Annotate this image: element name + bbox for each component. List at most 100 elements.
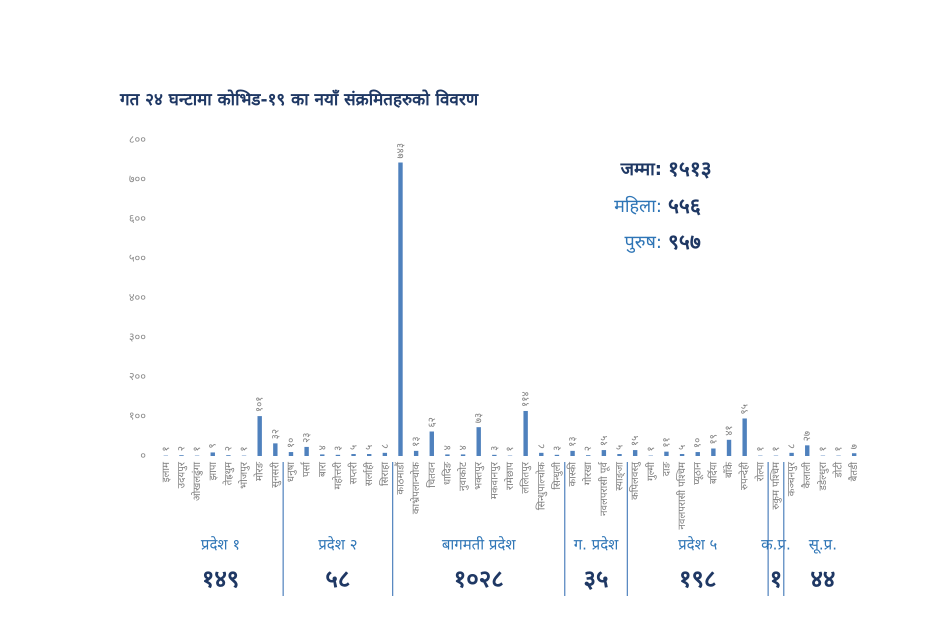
- value-label: १: [818, 446, 829, 451]
- bar: [805, 445, 810, 456]
- value-label: २: [223, 446, 234, 451]
- y-tick-label: ३००: [129, 331, 146, 344]
- value-label: १५: [630, 436, 641, 446]
- group-total: १: [770, 565, 782, 593]
- value-label: ५: [349, 445, 360, 450]
- bar: [742, 418, 747, 456]
- value-label: ५: [677, 445, 688, 450]
- x-tick-label: धनुषा: [286, 462, 297, 482]
- x-tick-label: रोल्पा: [754, 462, 766, 482]
- x-tick-label: सुनसरी: [269, 462, 281, 488]
- x-tick-label: स्याङ्जा: [615, 462, 626, 491]
- group-total: ५८: [325, 565, 350, 593]
- x-tick-label: सर्लाही: [363, 462, 375, 486]
- bar: [460, 454, 466, 456]
- value-label: १९: [708, 434, 719, 444]
- x-tick-label: नुवाकोट: [457, 461, 469, 491]
- group-name: बागमती प्रदेश: [442, 536, 517, 554]
- x-tick-label: भोजपुर: [238, 461, 250, 489]
- x-tick-label: सिराहा: [379, 462, 391, 486]
- bar: [789, 452, 794, 456]
- x-tick-label: रामेछाप: [504, 462, 516, 490]
- x-tick-label: सिन्धुली: [551, 462, 563, 490]
- bar: [476, 427, 481, 456]
- bar: [335, 454, 341, 456]
- bar: [210, 452, 215, 456]
- value-label: ४१: [724, 425, 735, 435]
- group-total: ४४: [810, 565, 835, 593]
- y-tick-label: ४००: [129, 291, 146, 304]
- bar: [664, 451, 669, 456]
- x-tick-label: काठमाडौं: [394, 462, 406, 495]
- value-label: ५: [615, 445, 626, 450]
- bar: [429, 431, 434, 456]
- value-label: ७३: [474, 413, 485, 423]
- x-tick-label: तेह्रथुम: [222, 461, 234, 485]
- group-total: १४९: [202, 565, 239, 593]
- group-name: प्रदेश २: [318, 536, 357, 554]
- x-tick-label: महोत्तरी: [332, 462, 344, 490]
- bar: [554, 454, 560, 456]
- x-tick-label: सप्तरी: [348, 462, 360, 485]
- x-tick-label: बैतडी: [848, 462, 860, 482]
- value-label: ९: [208, 443, 219, 448]
- value-label: १: [192, 446, 203, 451]
- value-label: ८: [380, 444, 391, 449]
- bar: [601, 450, 607, 456]
- bar: [445, 454, 450, 456]
- x-tick-label: दाङ: [661, 461, 672, 476]
- x-tick-label: ललितपुर: [520, 461, 532, 494]
- value-label: १: [239, 446, 250, 451]
- value-label: ११४: [521, 391, 532, 407]
- bar: [413, 450, 419, 456]
- summary-value: १५१३: [668, 157, 712, 181]
- bar: [398, 162, 403, 456]
- group-total: ३५: [584, 565, 609, 593]
- value-label: १३: [411, 436, 422, 446]
- y-tick-label: ५००: [129, 252, 146, 265]
- value-label: ११: [661, 437, 672, 447]
- bar: [179, 455, 184, 456]
- value-label: १५: [599, 436, 610, 446]
- bar: [586, 455, 591, 456]
- bar: [539, 452, 544, 456]
- summary-value: ५५६: [668, 194, 701, 218]
- value-label: १: [834, 446, 845, 451]
- x-tick-label: ओखलढुंगा: [191, 462, 203, 501]
- x-tick-label: झापा: [208, 462, 219, 481]
- x-tick-label: काभ्रेपलान्चोक: [410, 462, 422, 514]
- group-name: क.प्र.: [761, 536, 791, 554]
- value-label: ७: [849, 444, 860, 449]
- x-tick-label: भक्तपुर: [474, 461, 485, 490]
- value-label: १: [505, 446, 516, 451]
- x-tick-label: बारा: [317, 462, 328, 477]
- value-label: २३: [302, 433, 313, 443]
- x-tick-label: नवलपरासी पूर्व: [598, 461, 610, 516]
- bar: [617, 454, 622, 456]
- bar: [570, 450, 575, 456]
- y-tick-label: ६००: [129, 212, 146, 225]
- bar: [726, 439, 732, 456]
- value-label: २: [176, 446, 187, 451]
- value-label: १: [161, 446, 172, 451]
- bar: [492, 454, 497, 456]
- value-label: ८: [536, 444, 547, 449]
- x-tick-label: गुल्मी: [645, 462, 657, 481]
- bar: [695, 452, 700, 456]
- x-tick-label: रुकुम पश्चिम: [770, 461, 782, 510]
- x-tick-label: नवलपरासी पश्चिम: [676, 461, 688, 530]
- x-tick-label: चितवन: [426, 462, 438, 488]
- y-tick-label: ०: [140, 449, 146, 462]
- bar: [304, 446, 309, 456]
- x-tick-label: बर्दिया: [707, 462, 719, 484]
- y-tick-label: २००: [129, 370, 146, 383]
- x-tick-label: रुपन्देही: [739, 462, 751, 490]
- summary-label: पुरुष:: [625, 232, 662, 253]
- bar: [320, 454, 325, 456]
- value-label: ५: [364, 445, 375, 450]
- x-tick-label: बाँके: [723, 462, 735, 478]
- x-tick-label: प्यूठान: [693, 462, 704, 485]
- y-tick-label: ८००: [129, 133, 146, 146]
